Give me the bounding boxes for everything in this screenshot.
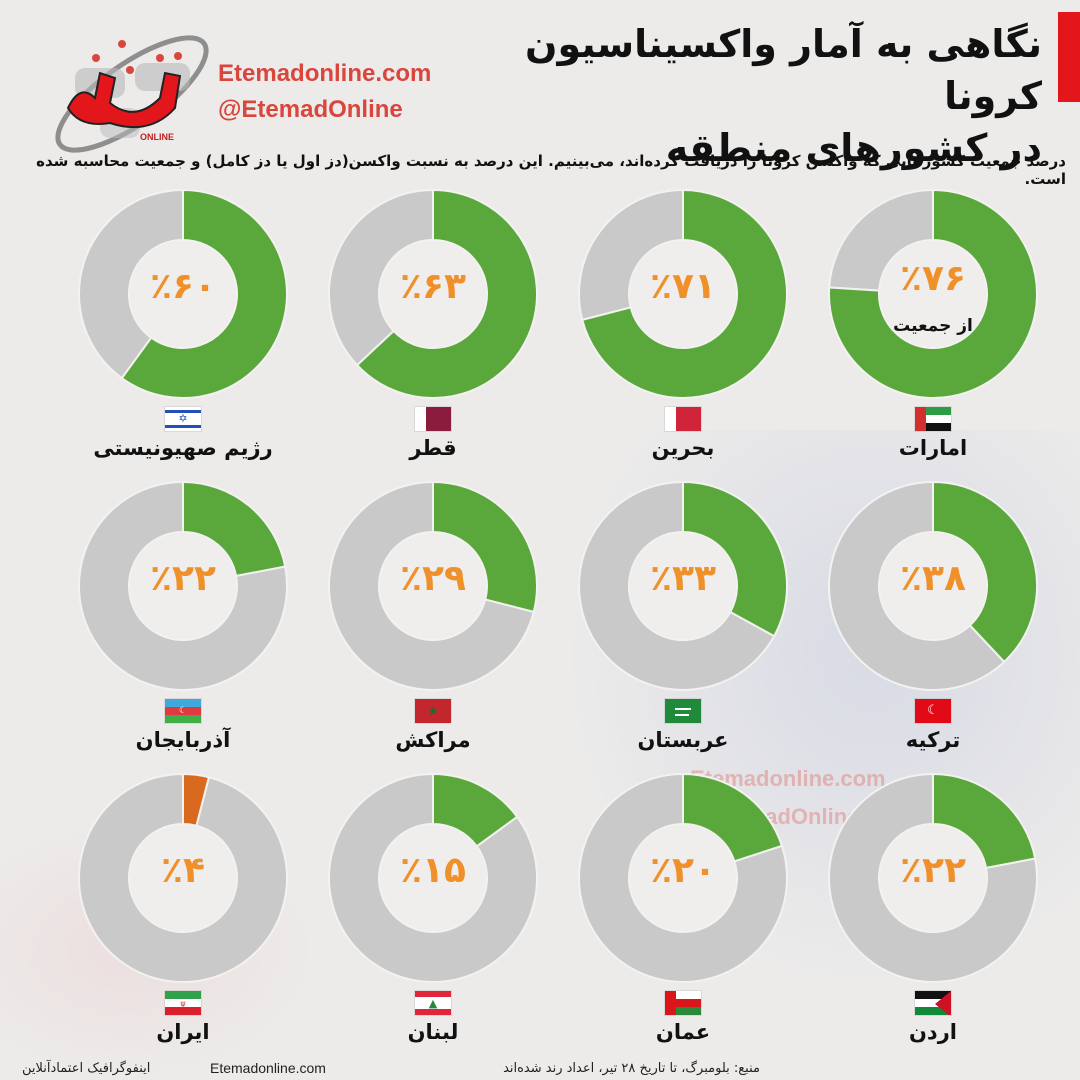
donut-ring-icon	[828, 480, 1038, 691]
flag-bahrain-icon	[664, 406, 702, 432]
etemad-logo: ONLINE	[40, 28, 220, 158]
donut-chart: ٪۲۲	[827, 772, 1039, 984]
flag-israel-icon: ✡	[164, 406, 202, 432]
country-card-uae: ٪۷۶ از جمعیت امارات	[808, 188, 1058, 480]
donut-chart: ٪۱۵	[327, 772, 539, 984]
country-name: ترکیه	[905, 728, 961, 752]
flag-azerbaijan-icon: ☾	[164, 698, 202, 724]
country-name: بحرین	[651, 436, 715, 460]
site-links: Etemadonline.com @EtemadOnline	[218, 56, 431, 128]
donut-ring-icon	[78, 188, 288, 399]
donut-ring-icon	[828, 772, 1038, 983]
flag-oman-icon	[664, 990, 702, 1016]
page-title: نگاهی به آمار واکسیناسیون کرونا در کشوره…	[442, 18, 1042, 174]
percent-label: ٪۲۲	[150, 558, 216, 599]
country-name: عربستان	[637, 728, 729, 752]
country-name: اردن	[909, 1020, 957, 1044]
flag-lebanon-icon: ▲	[414, 990, 452, 1016]
flag-qatar-icon	[414, 406, 452, 432]
country-name: ایران	[156, 1020, 210, 1044]
percent-label: ٪۷۶	[900, 258, 966, 299]
site-handle-link[interactable]: @EtemadOnline	[218, 96, 403, 123]
country-card-qatar: ٪۶۳ قطر	[308, 188, 558, 480]
donut-ring-icon	[828, 188, 1038, 399]
country-card-iran: ٪۴ ψ ایران	[58, 772, 308, 1064]
country-name: مراکش	[395, 728, 471, 752]
svg-text:ONLINE: ONLINE	[140, 132, 174, 142]
site-url-link[interactable]: Etemadonline.com	[218, 60, 432, 87]
country-card-morocco: ٪۲۹ ★ مراکش	[308, 480, 558, 772]
percent-label: ٪۶۰	[150, 266, 216, 307]
donut-ring-icon	[328, 188, 538, 399]
percent-label: ٪۶۳	[400, 266, 466, 307]
brand-accent-bar	[1058, 12, 1080, 102]
flag-turkey-icon: ☾	[914, 698, 952, 724]
country-card-saudi: ٪۳۳ عربستان	[558, 480, 808, 772]
donut-chart: ٪۶۰	[77, 188, 289, 400]
donut-ring-icon	[328, 772, 538, 983]
flag-saudi-icon	[664, 698, 702, 724]
percent-label: ٪۲۲	[900, 850, 966, 891]
country-card-turkey: ٪۳۸ ☾ ترکیه	[808, 480, 1058, 772]
donut-grid: ٪۷۶ از جمعیت امارات ٪۷۱ بحرین ٪۶۳ قطر ٪۶…	[58, 188, 1058, 1064]
country-name: عمان	[655, 1020, 711, 1044]
donut-chart: ٪۲۹	[327, 480, 539, 692]
flag-iran-icon: ψ	[164, 990, 202, 1016]
donut-ring-icon	[78, 480, 288, 691]
country-card-azerbaijan: ٪۲۲ ☾ آذربایجان	[58, 480, 308, 772]
donut-chart: ٪۳۳	[577, 480, 789, 692]
percent-label: ٪۲۰	[650, 850, 716, 891]
donut-chart: ٪۷۱	[577, 188, 789, 400]
country-card-oman: ٪۲۰ عمان	[558, 772, 808, 1064]
donut-ring-icon	[578, 772, 788, 983]
donut-chart: ٪۳۸	[827, 480, 1039, 692]
country-name: آذربایجان	[135, 728, 231, 752]
percent-sub-label: از جمعیت	[893, 316, 973, 336]
logo-icon: ONLINE	[55, 35, 209, 153]
country-name: امارات	[898, 436, 968, 460]
footer-credit: اینفوگرافیک اعتمادآنلاین	[22, 1061, 151, 1076]
country-card-bahrain: ٪۷۱ بحرین	[558, 188, 808, 480]
donut-ring-icon	[78, 772, 288, 983]
donut-chart: ٪۲۰	[577, 772, 789, 984]
flag-uae-icon	[914, 406, 952, 432]
donut-chart: ٪۴	[77, 772, 289, 984]
chart-subtitle: درصد جمعیت کشورهایی که واکسن کرونا را در…	[36, 152, 1066, 188]
percent-label: ٪۳۸	[900, 558, 966, 599]
country-card-israel: ٪۶۰ ✡ رژیم صهیونیستی	[58, 188, 308, 480]
percent-label: ٪۴	[161, 850, 205, 891]
title-line-1: نگاهی به آمار واکسیناسیون کرونا	[525, 22, 1042, 118]
country-card-jordan: ٪۲۲ اردن	[808, 772, 1058, 1064]
donut-ring-icon	[578, 480, 788, 691]
footer-site-link[interactable]: Etemadonline.com	[210, 1060, 326, 1076]
percent-label: ٪۲۹	[400, 558, 466, 599]
title-line-2: در کشورهای منطقه	[665, 126, 1042, 170]
country-name: رژیم صهیونیستی	[93, 436, 273, 460]
source-note: منبع: بلومبرگ، تا تاریخ ۲۸ تیر، اعداد رن…	[503, 1061, 760, 1076]
percent-label: ٪۳۳	[650, 558, 716, 599]
percent-label: ٪۱۵	[400, 850, 466, 891]
donut-chart: ٪۲۲	[77, 480, 289, 692]
country-card-lebanon: ٪۱۵ ▲ لبنان	[308, 772, 558, 1064]
country-name: قطر	[409, 436, 457, 460]
donut-ring-icon	[578, 188, 788, 399]
percent-label: ٪۷۱	[650, 266, 716, 307]
flag-jordan-icon	[914, 990, 952, 1016]
donut-ring-icon	[328, 480, 538, 691]
flag-morocco-icon: ★	[414, 698, 452, 724]
donut-chart: ٪۷۶ از جمعیت	[827, 188, 1039, 400]
country-name: لبنان	[407, 1020, 459, 1044]
donut-chart: ٪۶۳	[327, 188, 539, 400]
